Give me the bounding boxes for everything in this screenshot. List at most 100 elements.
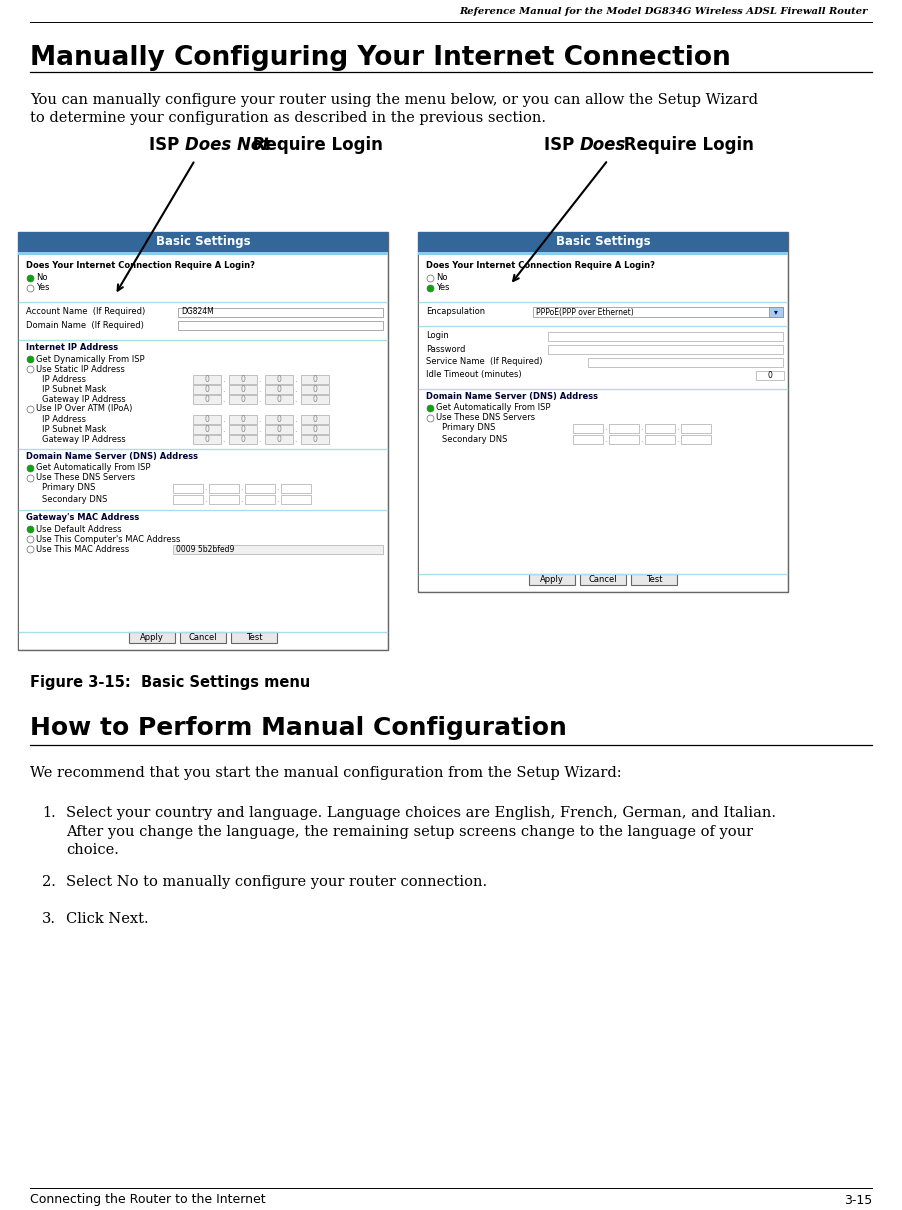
Text: IP Subnet Mask: IP Subnet Mask: [42, 425, 106, 433]
Text: .: .: [294, 375, 297, 384]
Text: You can manually configure your router using the menu below, or you can allow th: You can manually configure your router u…: [30, 93, 758, 106]
Bar: [229, 436, 257, 444]
Bar: [229, 375, 257, 384]
Text: Domain Name Server (DNS) Address: Domain Name Server (DNS) Address: [426, 392, 598, 402]
Text: IP Subnet Mask: IP Subnet Mask: [42, 385, 106, 393]
Text: 0: 0: [313, 415, 318, 423]
Text: Require Login: Require Login: [247, 136, 382, 154]
Text: Figure 3-15:  Basic Settings menu: Figure 3-15: Basic Settings menu: [30, 674, 310, 690]
Text: .: .: [240, 495, 243, 503]
Text: 0: 0: [313, 434, 318, 444]
Text: .: .: [240, 484, 243, 492]
Text: .: .: [204, 495, 207, 503]
Bar: [681, 424, 711, 433]
Text: 0: 0: [205, 385, 209, 393]
Text: choice.: choice.: [66, 843, 119, 857]
Bar: [301, 425, 329, 434]
Text: .: .: [258, 375, 261, 384]
Text: 0: 0: [241, 375, 245, 384]
Text: 0: 0: [241, 385, 245, 393]
Text: 0: 0: [205, 434, 209, 444]
Text: 3-15: 3-15: [843, 1193, 872, 1206]
Text: No: No: [36, 273, 48, 282]
Text: No: No: [436, 273, 447, 282]
Text: .: .: [276, 484, 279, 492]
Bar: [418, 232, 788, 252]
Bar: [281, 495, 311, 505]
Bar: [265, 436, 293, 444]
Text: Test: Test: [646, 576, 662, 584]
Text: .: .: [294, 385, 297, 393]
Text: .: .: [294, 434, 297, 444]
Text: Does Your Internet Connection Require A Login?: Does Your Internet Connection Require A …: [26, 260, 255, 270]
Text: Primary DNS: Primary DNS: [442, 424, 495, 432]
Text: .: .: [222, 425, 225, 433]
Bar: [609, 424, 639, 433]
Text: Does: Does: [580, 136, 626, 154]
Bar: [588, 358, 783, 367]
Bar: [281, 484, 311, 492]
Bar: [756, 371, 784, 380]
Text: 0: 0: [241, 425, 245, 433]
Bar: [209, 495, 239, 505]
Text: Get Automatically From ISP: Get Automatically From ISP: [36, 463, 151, 472]
Text: .: .: [222, 415, 225, 423]
Text: .: .: [294, 394, 297, 403]
Text: 0: 0: [241, 434, 245, 444]
Text: Apply: Apply: [140, 634, 164, 643]
Text: .: .: [294, 415, 297, 423]
Text: 0: 0: [768, 370, 772, 380]
Bar: [645, 424, 675, 433]
Text: We recommend that you start the manual configuration from the Setup Wizard:: We recommend that you start the manual c…: [30, 766, 621, 780]
Bar: [173, 484, 203, 492]
Text: Get Automatically From ISP: Get Automatically From ISP: [436, 403, 550, 413]
Text: .: .: [676, 424, 678, 432]
Text: .: .: [276, 495, 279, 503]
Bar: [548, 332, 783, 341]
Text: 0: 0: [277, 425, 281, 433]
Text: Gateway's MAC Address: Gateway's MAC Address: [26, 513, 139, 523]
Bar: [769, 307, 783, 317]
Text: How to Perform Manual Configuration: How to Perform Manual Configuration: [30, 716, 566, 741]
Bar: [573, 424, 603, 433]
Text: Domain Name  (If Required): Domain Name (If Required): [26, 321, 144, 329]
Bar: [178, 309, 383, 317]
Text: Secondary DNS: Secondary DNS: [42, 495, 107, 503]
Text: Idle Timeout (minutes): Idle Timeout (minutes): [426, 370, 521, 380]
Bar: [301, 415, 329, 423]
Text: PPPoE(PPP over Ethernet): PPPoE(PPP over Ethernet): [536, 307, 634, 317]
Text: Require Login: Require Login: [618, 136, 754, 154]
Text: 0: 0: [313, 375, 318, 384]
Bar: [18, 252, 388, 255]
Bar: [245, 495, 275, 505]
Text: Use This MAC Address: Use This MAC Address: [36, 544, 129, 553]
Text: ISP: ISP: [544, 136, 580, 154]
Bar: [193, 415, 221, 423]
Text: .: .: [258, 425, 261, 433]
Text: Does Your Internet Connection Require A Login?: Does Your Internet Connection Require A …: [426, 260, 655, 270]
FancyBboxPatch shape: [580, 574, 626, 584]
Text: Use This Computer's MAC Address: Use This Computer's MAC Address: [36, 535, 180, 543]
Bar: [573, 436, 603, 444]
Bar: [265, 415, 293, 423]
Text: Cancel: Cancel: [189, 634, 217, 643]
Text: .: .: [204, 484, 207, 492]
Text: Basic Settings: Basic Settings: [556, 236, 650, 248]
Text: .: .: [640, 434, 642, 444]
Bar: [419, 255, 787, 590]
Text: Connecting the Router to the Internet: Connecting the Router to the Internet: [30, 1193, 265, 1206]
Bar: [533, 307, 783, 317]
Bar: [548, 345, 783, 355]
Text: .: .: [222, 375, 225, 384]
Bar: [229, 415, 257, 423]
Text: Select your country and language. Language choices are English, French, German, : Select your country and language. Langua…: [66, 806, 776, 820]
Text: .: .: [294, 425, 297, 433]
Bar: [245, 484, 275, 492]
Text: 0: 0: [277, 434, 281, 444]
Bar: [193, 375, 221, 384]
FancyBboxPatch shape: [129, 632, 175, 643]
Text: .: .: [676, 434, 678, 444]
Text: Apply: Apply: [540, 576, 564, 584]
Text: Login: Login: [426, 332, 449, 340]
Text: Primary DNS: Primary DNS: [42, 484, 96, 492]
